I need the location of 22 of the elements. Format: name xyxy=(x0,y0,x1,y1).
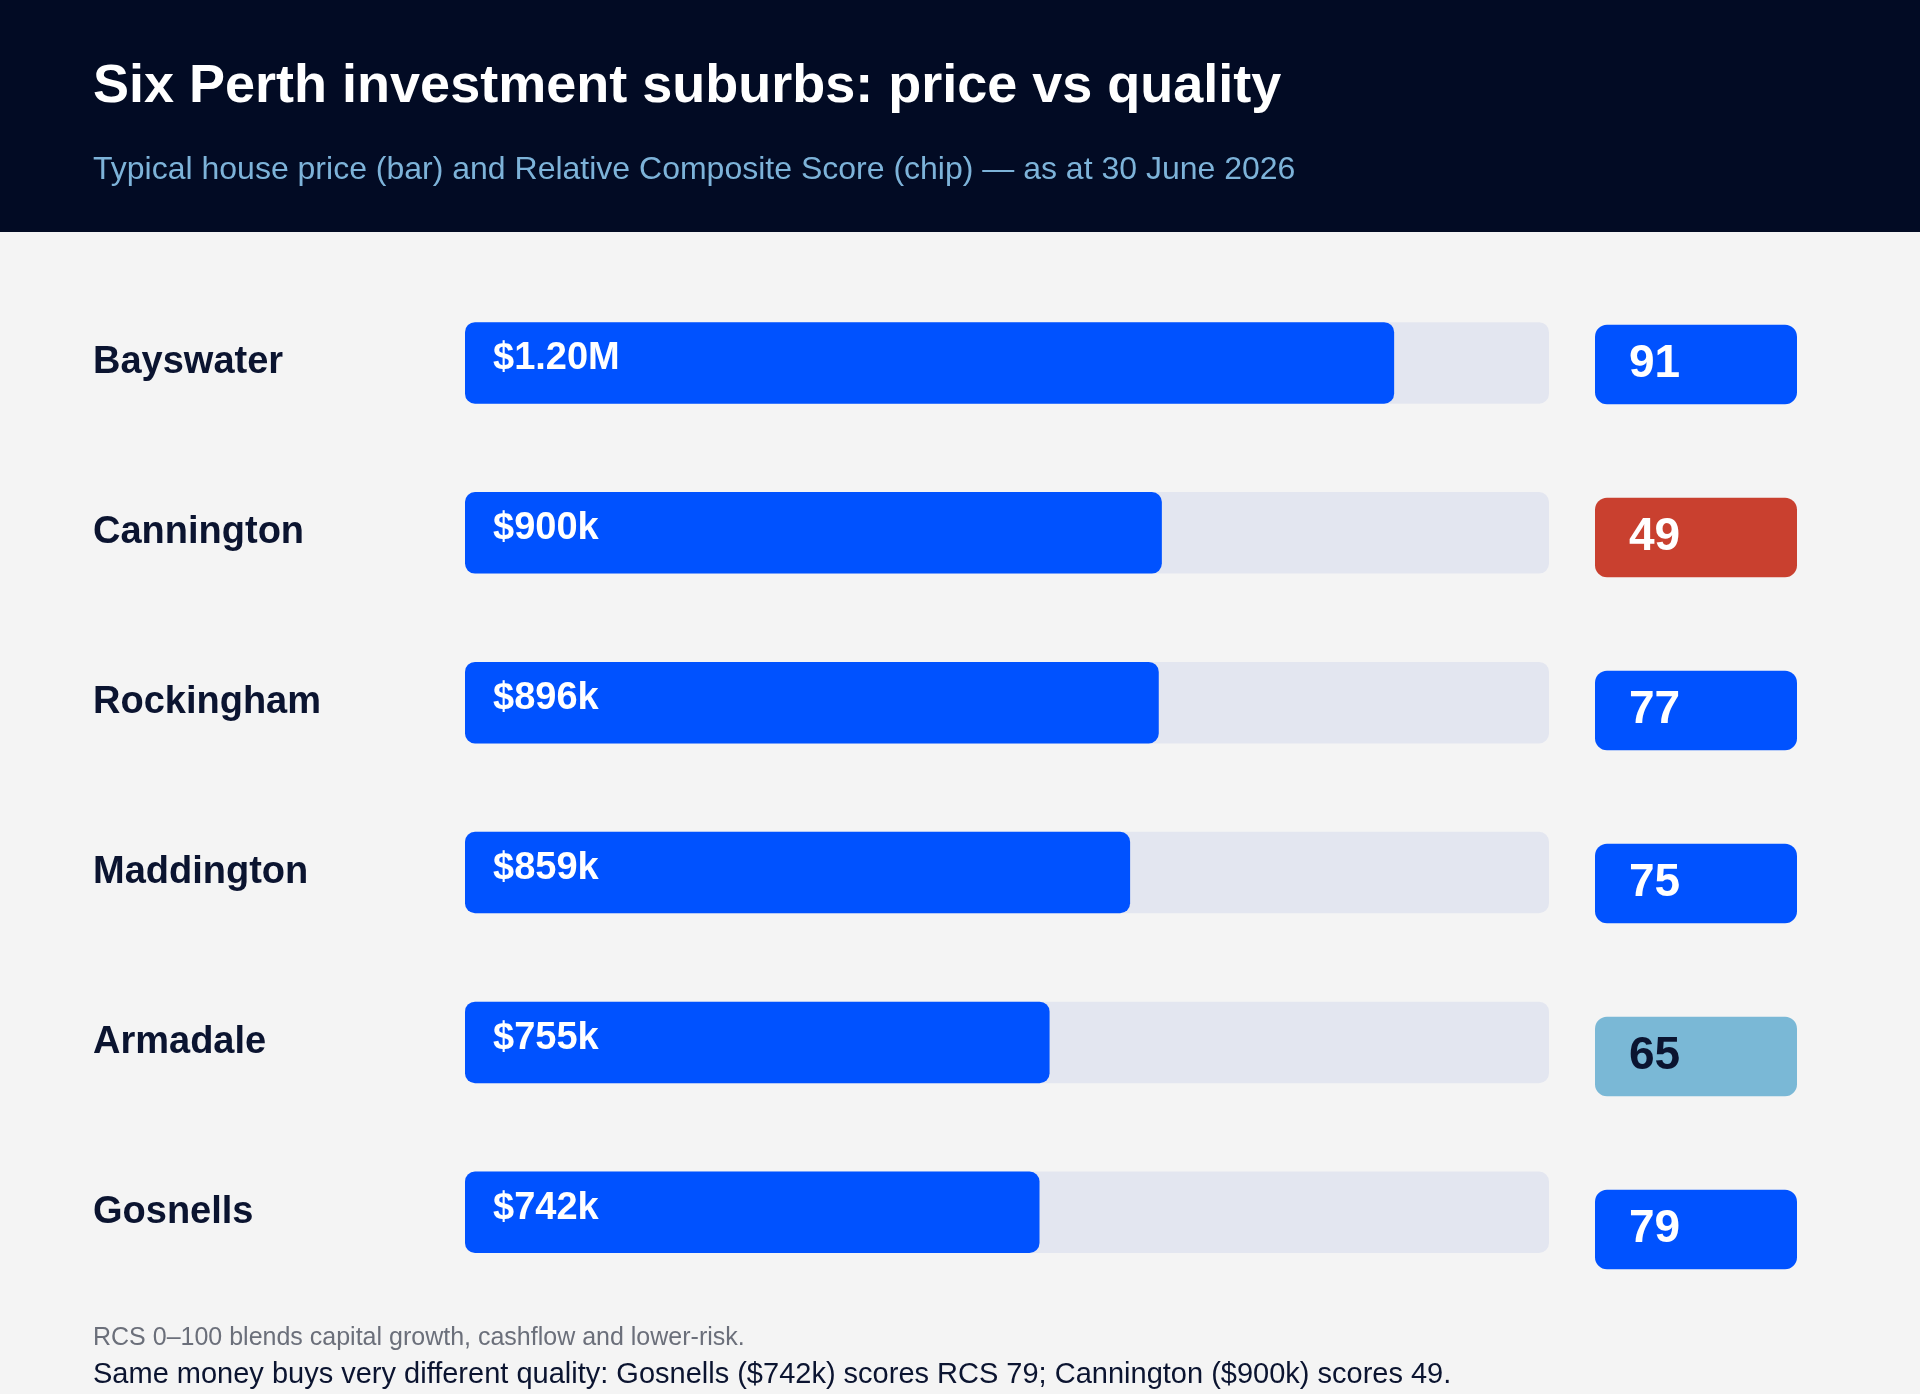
y-tick-label: Armadale xyxy=(93,1018,267,1061)
chart-subtitle: Typical house price (bar) and Relative Composite Score (chip) — as at 30 June 2026 xyxy=(93,150,1296,187)
y-tick-label: Maddington xyxy=(93,849,309,892)
text: Same money buys very different quality: Gosnells ($742k) scores RCS 79; Cannington ($900k) scores 49. xyxy=(93,1357,1452,1390)
text: RCS 0–100 blends capital growth, cashflow and lower-risk. xyxy=(93,1322,746,1351)
data-label: $859k xyxy=(493,845,600,888)
data-label: $896k xyxy=(493,675,600,718)
y-tick-label: Gosnells xyxy=(93,1188,254,1231)
data-label: 91 xyxy=(1629,335,1681,388)
chart-title: Six Perth investment suburbs: price vs quality xyxy=(93,52,1282,114)
y-tick-label: Bayswater xyxy=(93,339,284,382)
data-label: 65 xyxy=(1629,1027,1681,1080)
y-tick-label: Cannington xyxy=(93,509,305,552)
data-label: 75 xyxy=(1629,854,1681,907)
data-label: 49 xyxy=(1629,508,1681,561)
data-label: $1.20M xyxy=(493,335,620,378)
data-label: 79 xyxy=(1629,1200,1681,1253)
y-tick-label: Rockingham xyxy=(93,679,322,722)
data-label: $755k xyxy=(493,1014,600,1057)
data-label: 77 xyxy=(1629,681,1681,734)
data-label: $742k xyxy=(493,1184,600,1227)
data-label: $900k xyxy=(493,505,600,548)
